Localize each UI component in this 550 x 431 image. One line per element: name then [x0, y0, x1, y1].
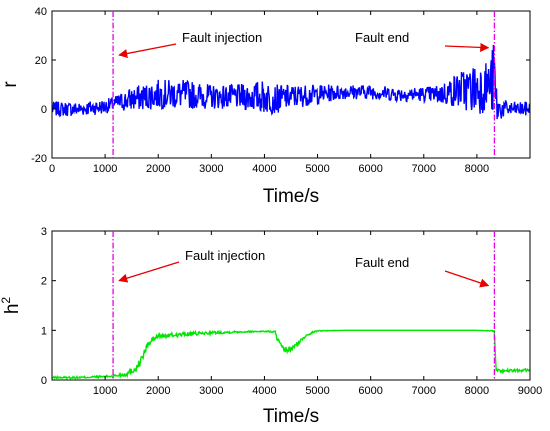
annotation-label: Fault injection: [182, 30, 262, 45]
y-tick-label: 0: [41, 375, 47, 387]
x-axis-bottom: 1000 2000 3000 4000 5000 6000 7000 8000 9000: [93, 231, 542, 397]
x-tick-label: 9000: [518, 385, 542, 397]
x-tick-label: 3000: [199, 163, 223, 175]
annotation-arrow: [444, 270, 490, 288]
x-tick-label: 2000: [146, 385, 170, 397]
annotation-label: Fault end: [355, 30, 409, 45]
y-tick-label: -20: [31, 153, 47, 165]
x-axis-title-bottom: Time/s: [263, 406, 319, 427]
y-tick-label: 20: [35, 55, 47, 67]
y-axis-title-top: r: [0, 81, 21, 88]
x-tick-label: 4000: [252, 385, 276, 397]
y-axis-bottom: 0 1 2 3: [41, 226, 530, 387]
y-axis-title-bottom: h2: [0, 297, 23, 315]
annotation-arrow: [118, 261, 180, 283]
x-tick-label: 2000: [146, 163, 170, 175]
plot-frame-top: [51, 10, 531, 159]
annotation-arrow: [444, 42, 490, 52]
x-tick-label: 0: [49, 163, 55, 175]
y-tick-label: 3: [41, 226, 47, 238]
annotations-bottom: Fault injection Fault end: [112, 231, 496, 380]
x-tick-label: 5000: [305, 385, 329, 397]
x-tick-label: 3000: [199, 385, 223, 397]
plot-area-top: [52, 44, 530, 120]
x-tick-label: 6000: [358, 385, 382, 397]
y-tick-label: 1: [41, 325, 47, 337]
plot-area-bottom: [52, 329, 530, 380]
series-line: [52, 44, 530, 120]
y-tick-label: 2: [41, 276, 47, 288]
annotation-label: Fault injection: [185, 248, 265, 263]
plot-frame-bottom: [51, 230, 531, 381]
y-tick-label: 40: [35, 6, 47, 18]
series-line: [52, 329, 530, 380]
annotation-label: Fault end: [355, 255, 409, 270]
x-tick-label: 1000: [93, 163, 117, 175]
x-tick-label: 7000: [412, 163, 436, 175]
x-tick-label: 1000: [93, 385, 117, 397]
x-tick-label: 5000: [305, 163, 329, 175]
x-tick-label: 7000: [412, 385, 436, 397]
y-tick-label: 0: [41, 104, 47, 116]
y-axis-top: -20 0 20 40: [31, 6, 530, 165]
annotations-top: Fault injection Fault end: [112, 11, 496, 158]
x-tick-label: 8000: [465, 163, 489, 175]
chart-bottom: 1000 2000 3000 4000 5000 6000 7000 8000 9000 0 1 2…: [0, 226, 542, 427]
x-axis-title-top: Time/s: [263, 186, 319, 207]
annotation-arrow: [118, 43, 177, 58]
x-tick-label: 8000: [465, 385, 489, 397]
x-tick-label: 4000: [252, 163, 276, 175]
chart-top: 0 1000 2000 3000 4000 5000 6000 7000 8000 -20020…: [0, 6, 531, 207]
y-axis-title-base: h: [2, 304, 23, 315]
y-axis-title-superscript: 2: [0, 297, 13, 304]
x-tick-label: 6000: [358, 163, 382, 175]
x-axis-top: 0 1000 2000 3000 4000 5000 6000 7000 8000: [49, 11, 489, 175]
